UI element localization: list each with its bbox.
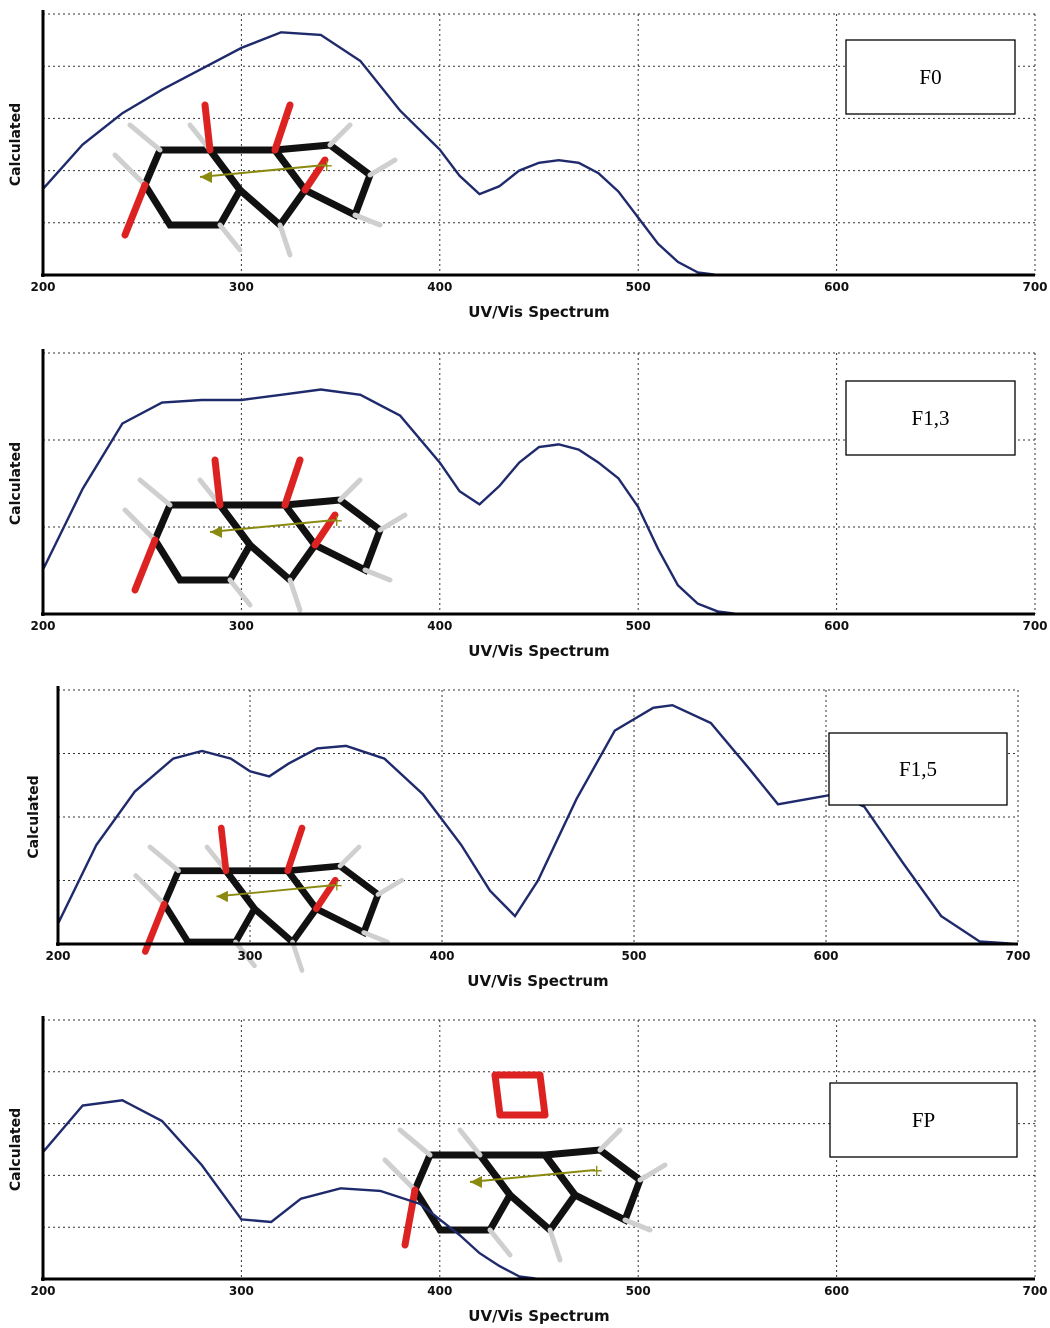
x-tick-label: 500 bbox=[626, 619, 651, 633]
x-tick-label: 600 bbox=[813, 949, 838, 963]
x-tick-label: 400 bbox=[427, 1284, 452, 1298]
x-tick-label: 600 bbox=[824, 1284, 849, 1298]
spectrum-line bbox=[42, 31, 1035, 277]
x-tick-label: 400 bbox=[427, 619, 452, 633]
spectrum-panel-3: +200 300 400 500 600 700 UV/Vis Spectrum Calcul… bbox=[26, 686, 1031, 990]
y-axis-label: Calculated bbox=[26, 775, 42, 858]
molecule-structure: + bbox=[122, 456, 408, 613]
legend-label: F0 bbox=[919, 65, 941, 89]
svg-text:+: + bbox=[590, 1161, 603, 1180]
spectrum-panel-2: +200 300 400 500 600 700 UV/Vis Spectrum Calcul… bbox=[8, 349, 1048, 660]
x-tick-label: 700 bbox=[1022, 280, 1047, 294]
x-axis-label: UV/Vis Spectrum bbox=[467, 972, 608, 990]
y-axis-label: Calculated bbox=[8, 442, 24, 525]
x-tick-label: 300 bbox=[229, 1284, 254, 1298]
molecule-structure: + bbox=[382, 1071, 668, 1263]
spectrum-panel-1: +200 300 400 500 600 700 UV/Vis Spectrum Calcul… bbox=[8, 10, 1048, 321]
svg-text:+: + bbox=[320, 156, 333, 175]
legend-box bbox=[845, 39, 1016, 115]
x-tick-label: 500 bbox=[626, 280, 651, 294]
svg-text:+: + bbox=[330, 511, 343, 530]
x-tick-label: 200 bbox=[30, 280, 55, 294]
x-axis-label: UV/Vis Spectrum bbox=[468, 303, 609, 321]
x-tick-label: 600 bbox=[824, 280, 849, 294]
molecule-structure: + bbox=[112, 101, 398, 258]
svg-text:+: + bbox=[331, 877, 344, 895]
x-tick-label: 200 bbox=[30, 619, 55, 633]
molecule-structure: + bbox=[133, 824, 405, 973]
x-tick-label: 700 bbox=[1022, 1284, 1047, 1298]
x-tick-label: 500 bbox=[626, 1284, 651, 1298]
legend-box bbox=[845, 380, 1016, 456]
x-tick-label: 200 bbox=[45, 949, 70, 963]
x-tick-label: 200 bbox=[30, 1284, 55, 1298]
y-axis-label: Calculated bbox=[8, 1108, 24, 1191]
x-tick-label: 300 bbox=[229, 619, 254, 633]
y-axis-label: Calculated bbox=[8, 103, 24, 186]
x-axis-label: UV/Vis Spectrum bbox=[468, 642, 609, 660]
x-tick-label: 500 bbox=[621, 949, 646, 963]
legend-label: FP bbox=[912, 1108, 935, 1132]
legend-label: F1,3 bbox=[912, 406, 950, 430]
x-tick-label: 700 bbox=[1022, 619, 1047, 633]
spectrum-panel-4: +200 300 400 500 600 700 UV/Vis Spectrum Calcul… bbox=[8, 1016, 1048, 1325]
x-axis-label: UV/Vis Spectrum bbox=[468, 1307, 609, 1325]
x-tick-label: 300 bbox=[237, 949, 262, 963]
legend-box bbox=[829, 1082, 1018, 1158]
spectrum-line bbox=[41, 388, 1035, 616]
x-tick-label: 400 bbox=[429, 949, 454, 963]
legend-label: F1,5 bbox=[899, 757, 937, 781]
x-tick-label: 400 bbox=[427, 280, 452, 294]
legend-box bbox=[828, 732, 1008, 806]
x-tick-label: 700 bbox=[1005, 949, 1030, 963]
x-tick-label: 300 bbox=[229, 280, 254, 294]
x-tick-label: 600 bbox=[824, 619, 849, 633]
